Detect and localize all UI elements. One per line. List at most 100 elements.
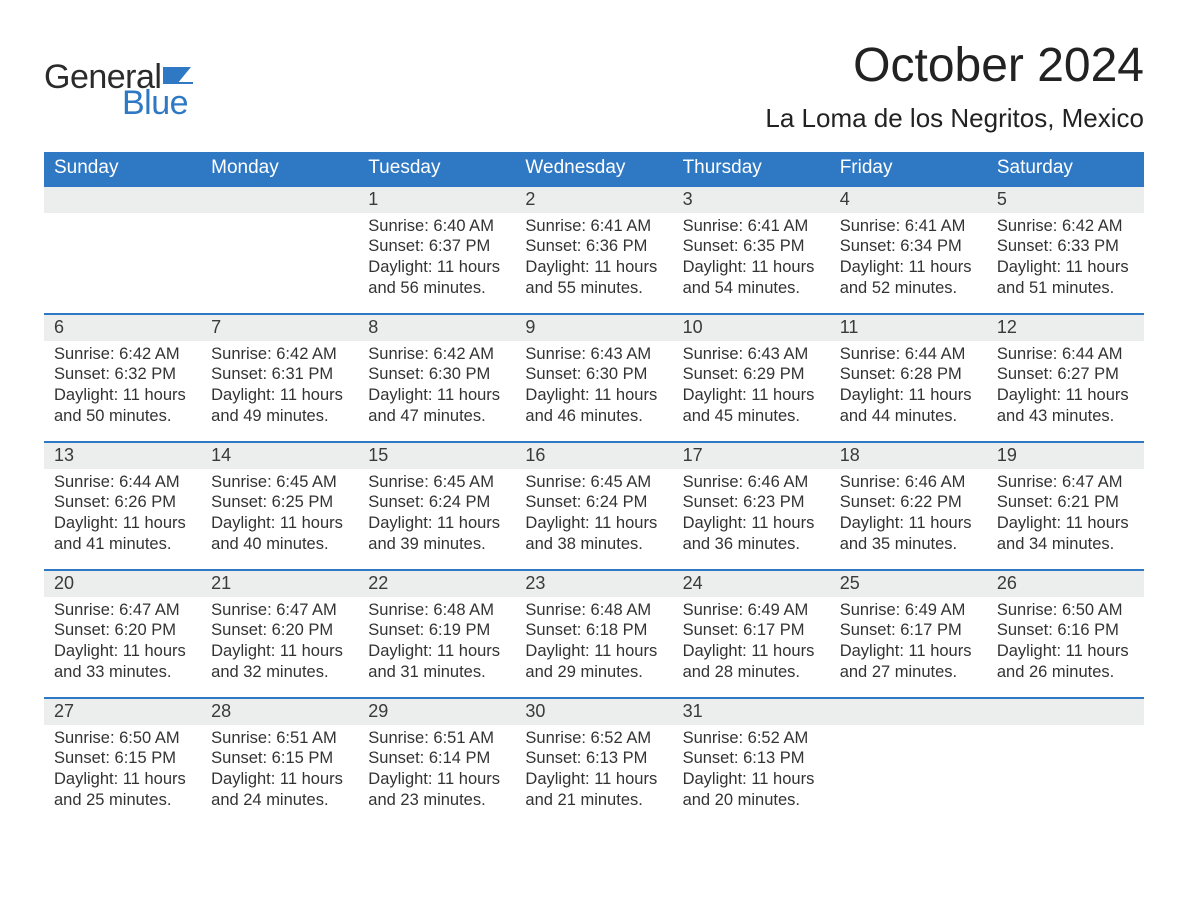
day-body: Sunrise: 6:46 AMSunset: 6:22 PMDaylight:… xyxy=(830,469,987,561)
day-line: Daylight: 11 hours xyxy=(211,513,348,534)
day-line: Daylight: 11 hours xyxy=(54,385,191,406)
day-number: 22 xyxy=(358,569,515,597)
day-line: Sunrise: 6:48 AM xyxy=(368,600,505,621)
day-line: and 44 minutes. xyxy=(840,406,977,427)
day-line: Sunset: 6:13 PM xyxy=(525,748,662,769)
day-line: Sunset: 6:32 PM xyxy=(54,364,191,385)
day-number: 4 xyxy=(830,185,987,213)
day-number: 1 xyxy=(358,185,515,213)
calendar-day-cell: 16Sunrise: 6:45 AMSunset: 6:24 PMDayligh… xyxy=(515,441,672,569)
calendar-day-cell: 21Sunrise: 6:47 AMSunset: 6:20 PMDayligh… xyxy=(201,569,358,697)
day-body: Sunrise: 6:42 AMSunset: 6:32 PMDaylight:… xyxy=(44,341,201,433)
day-number: 28 xyxy=(201,697,358,725)
day-line: Daylight: 11 hours xyxy=(997,257,1134,278)
day-line: and 38 minutes. xyxy=(525,534,662,555)
header: General Blue October 2024 La Loma de los… xyxy=(44,40,1144,134)
day-line: and 41 minutes. xyxy=(54,534,191,555)
day-line: Sunset: 6:21 PM xyxy=(997,492,1134,513)
day-line: Daylight: 11 hours xyxy=(525,385,662,406)
day-line: Sunrise: 6:47 AM xyxy=(54,600,191,621)
day-line: Sunset: 6:37 PM xyxy=(368,236,505,257)
calendar-day-cell: 23Sunrise: 6:48 AMSunset: 6:18 PMDayligh… xyxy=(515,569,672,697)
day-number: 5 xyxy=(987,185,1144,213)
day-body xyxy=(830,725,987,814)
day-body: Sunrise: 6:47 AMSunset: 6:20 PMDaylight:… xyxy=(44,597,201,689)
day-line: Sunrise: 6:44 AM xyxy=(840,344,977,365)
calendar-day-cell: 25Sunrise: 6:49 AMSunset: 6:17 PMDayligh… xyxy=(830,569,987,697)
day-line: and 24 minutes. xyxy=(211,790,348,811)
day-number: 11 xyxy=(830,313,987,341)
day-line: Sunset: 6:23 PM xyxy=(683,492,820,513)
day-number: 24 xyxy=(673,569,830,597)
day-number: 21 xyxy=(201,569,358,597)
calendar-day-cell xyxy=(830,697,987,825)
calendar-day-cell: 13Sunrise: 6:44 AMSunset: 6:26 PMDayligh… xyxy=(44,441,201,569)
day-line: Daylight: 11 hours xyxy=(683,513,820,534)
day-line: and 50 minutes. xyxy=(54,406,191,427)
day-number: 23 xyxy=(515,569,672,597)
calendar-day-cell xyxy=(987,697,1144,825)
day-number: 19 xyxy=(987,441,1144,469)
calendar-day-cell: 24Sunrise: 6:49 AMSunset: 6:17 PMDayligh… xyxy=(673,569,830,697)
day-line: Daylight: 11 hours xyxy=(211,641,348,662)
day-line: Daylight: 11 hours xyxy=(840,385,977,406)
day-line: Daylight: 11 hours xyxy=(997,385,1134,406)
day-line: Sunset: 6:36 PM xyxy=(525,236,662,257)
day-body: Sunrise: 6:48 AMSunset: 6:19 PMDaylight:… xyxy=(358,597,515,689)
calendar-day-cell: 9Sunrise: 6:43 AMSunset: 6:30 PMDaylight… xyxy=(515,313,672,441)
day-line: Sunset: 6:15 PM xyxy=(54,748,191,769)
calendar-day-cell: 19Sunrise: 6:47 AMSunset: 6:21 PMDayligh… xyxy=(987,441,1144,569)
day-body: Sunrise: 6:47 AMSunset: 6:20 PMDaylight:… xyxy=(201,597,358,689)
day-line: Sunset: 6:24 PM xyxy=(368,492,505,513)
weekday-header: Thursday xyxy=(673,152,830,185)
day-line: Sunrise: 6:45 AM xyxy=(368,472,505,493)
calendar-day-cell: 22Sunrise: 6:48 AMSunset: 6:19 PMDayligh… xyxy=(358,569,515,697)
day-line: Daylight: 11 hours xyxy=(54,513,191,534)
day-line: Sunrise: 6:42 AM xyxy=(368,344,505,365)
day-line: and 31 minutes. xyxy=(368,662,505,683)
day-body: Sunrise: 6:48 AMSunset: 6:18 PMDaylight:… xyxy=(515,597,672,689)
day-number: 6 xyxy=(44,313,201,341)
day-body: Sunrise: 6:41 AMSunset: 6:35 PMDaylight:… xyxy=(673,213,830,305)
day-line: Sunrise: 6:43 AM xyxy=(525,344,662,365)
day-body: Sunrise: 6:42 AMSunset: 6:33 PMDaylight:… xyxy=(987,213,1144,305)
day-number: 20 xyxy=(44,569,201,597)
calendar-day-cell: 10Sunrise: 6:43 AMSunset: 6:29 PMDayligh… xyxy=(673,313,830,441)
day-line: Daylight: 11 hours xyxy=(525,641,662,662)
day-line: Sunset: 6:20 PM xyxy=(211,620,348,641)
day-line: Sunset: 6:14 PM xyxy=(368,748,505,769)
day-line: Sunrise: 6:43 AM xyxy=(683,344,820,365)
day-line: and 55 minutes. xyxy=(525,278,662,299)
day-line: and 28 minutes. xyxy=(683,662,820,683)
day-line: Sunset: 6:13 PM xyxy=(683,748,820,769)
day-body xyxy=(44,213,201,302)
day-number: 17 xyxy=(673,441,830,469)
day-line: Sunset: 6:27 PM xyxy=(997,364,1134,385)
calendar-day-cell: 1Sunrise: 6:40 AMSunset: 6:37 PMDaylight… xyxy=(358,185,515,313)
day-number: 31 xyxy=(673,697,830,725)
day-line: Sunset: 6:28 PM xyxy=(840,364,977,385)
calendar-week-row: 27Sunrise: 6:50 AMSunset: 6:15 PMDayligh… xyxy=(44,697,1144,825)
day-line: Sunrise: 6:41 AM xyxy=(525,216,662,237)
day-line: Daylight: 11 hours xyxy=(683,769,820,790)
day-line: and 54 minutes. xyxy=(683,278,820,299)
day-line: Sunset: 6:17 PM xyxy=(683,620,820,641)
day-body: Sunrise: 6:45 AMSunset: 6:24 PMDaylight:… xyxy=(358,469,515,561)
day-line: and 29 minutes. xyxy=(525,662,662,683)
day-line: Daylight: 11 hours xyxy=(683,385,820,406)
day-line: Sunset: 6:34 PM xyxy=(840,236,977,257)
calendar-day-cell: 27Sunrise: 6:50 AMSunset: 6:15 PMDayligh… xyxy=(44,697,201,825)
day-line: Sunset: 6:33 PM xyxy=(997,236,1134,257)
calendar-day-cell: 4Sunrise: 6:41 AMSunset: 6:34 PMDaylight… xyxy=(830,185,987,313)
calendar-week-row: 13Sunrise: 6:44 AMSunset: 6:26 PMDayligh… xyxy=(44,441,1144,569)
day-line: Daylight: 11 hours xyxy=(997,641,1134,662)
calendar-day-cell: 18Sunrise: 6:46 AMSunset: 6:22 PMDayligh… xyxy=(830,441,987,569)
day-line: and 26 minutes. xyxy=(997,662,1134,683)
day-number: 26 xyxy=(987,569,1144,597)
day-line: and 56 minutes. xyxy=(368,278,505,299)
day-number xyxy=(987,697,1144,725)
calendar-week-row: 1Sunrise: 6:40 AMSunset: 6:37 PMDaylight… xyxy=(44,185,1144,313)
day-number: 15 xyxy=(358,441,515,469)
day-line: Sunrise: 6:52 AM xyxy=(525,728,662,749)
day-line: Daylight: 11 hours xyxy=(683,257,820,278)
